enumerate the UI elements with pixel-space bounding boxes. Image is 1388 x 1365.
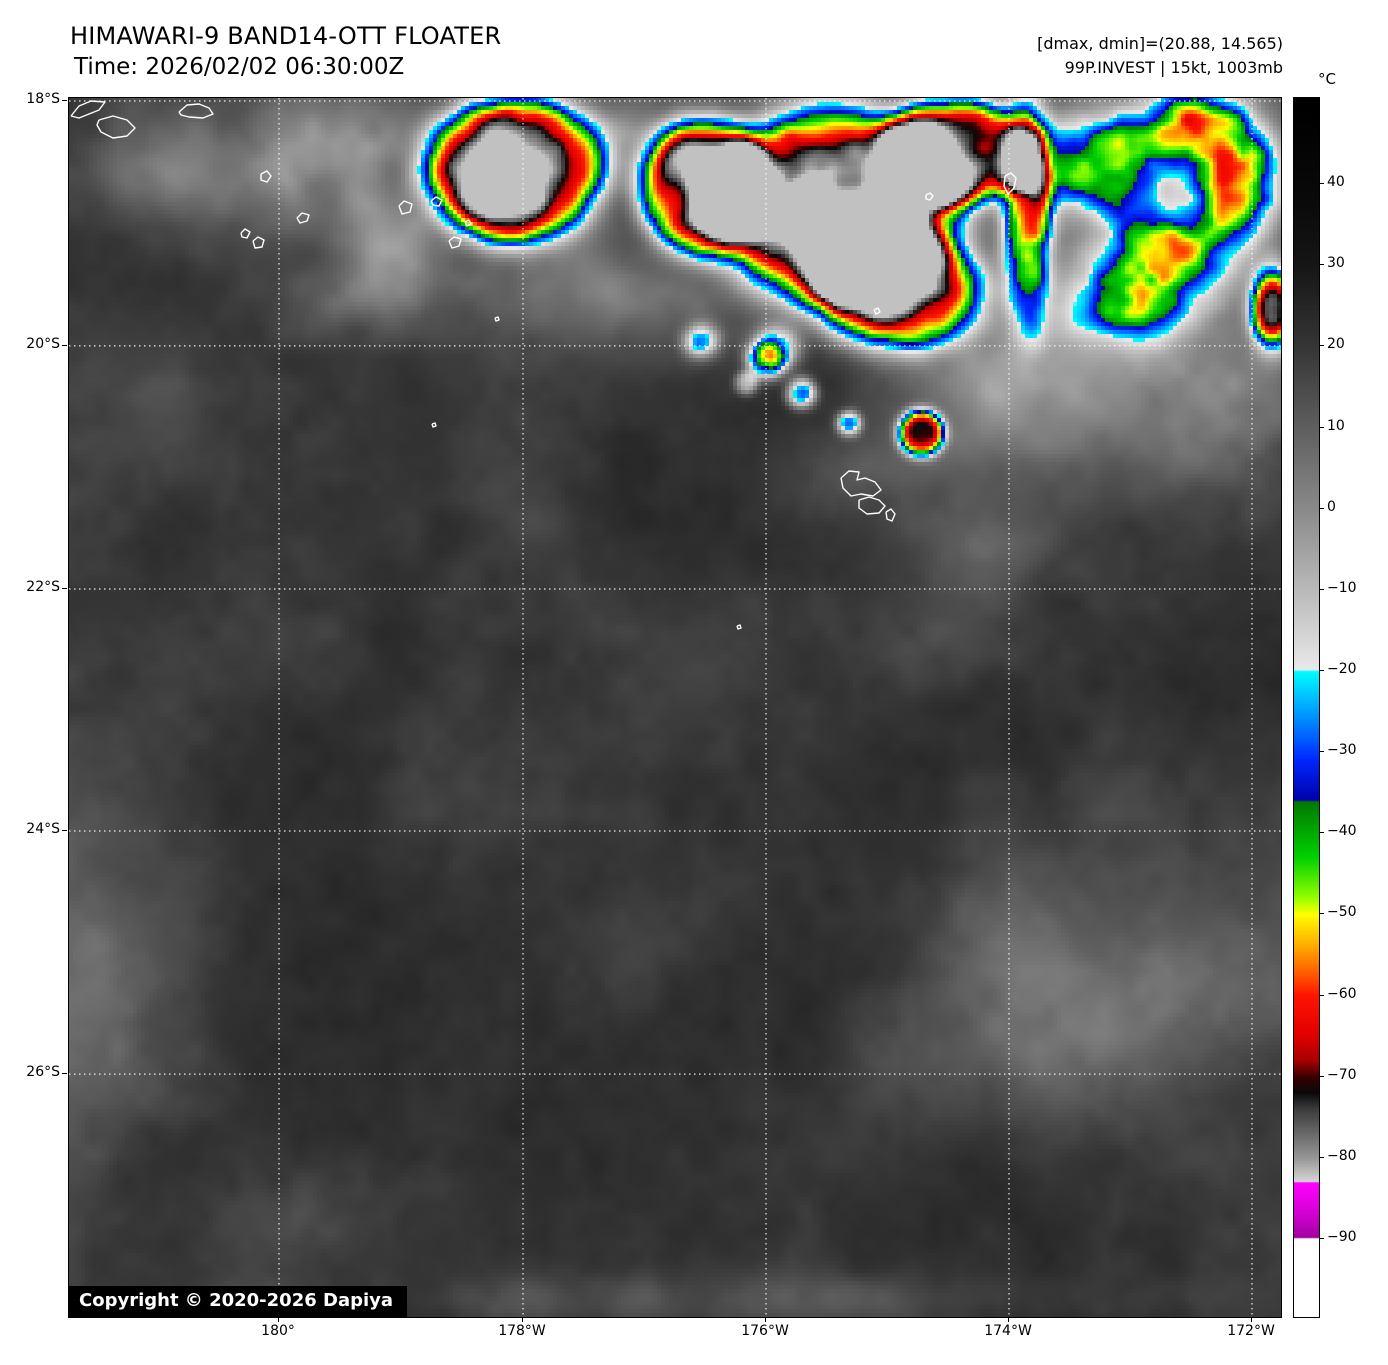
- colorbar-tick-label: −10: [1327, 579, 1357, 596]
- lat-tick-mark: [62, 829, 67, 831]
- colorbar-unit-label: °C: [1318, 70, 1336, 88]
- product-title: HIMAWARI-9 BAND14-OTT FLOATER: [70, 22, 502, 50]
- coastline: [430, 196, 443, 207]
- coastline: [70, 100, 106, 119]
- coastline: [252, 236, 265, 249]
- lon-label: 174°W: [984, 1323, 1032, 1339]
- lat-label: 26°S: [26, 1064, 60, 1081]
- colorbar-tick-mark: [1319, 669, 1324, 671]
- lon-tick-mark: [765, 1317, 767, 1322]
- coastline: [448, 236, 462, 249]
- lat-tick-mark: [62, 344, 67, 346]
- colorbar-tick-mark: [1319, 1075, 1324, 1077]
- satellite-imagery: [69, 98, 1281, 1317]
- colorbar-tick-label: 0: [1327, 498, 1336, 515]
- colorbar-tick-label: −50: [1327, 904, 1357, 921]
- colorbar-tick-label: −30: [1327, 742, 1357, 759]
- colorbar-tick-label: −80: [1327, 1147, 1357, 1164]
- lon-tick-mark: [1251, 1317, 1253, 1322]
- coastline: [840, 470, 882, 497]
- lat-label: 18°S: [26, 91, 60, 108]
- lon-label: 180°: [261, 1323, 295, 1339]
- lon-tick-mark: [278, 1317, 280, 1322]
- colorbar: [1293, 97, 1320, 1318]
- colorbar-tick-mark: [1319, 832, 1324, 834]
- coastline: [494, 316, 500, 322]
- coastline: [873, 307, 881, 315]
- colorbar-tick-mark: [1319, 264, 1324, 266]
- colorbar-tick-mark: [1319, 913, 1324, 915]
- coastline: [885, 508, 896, 522]
- lat-tick-mark: [62, 1073, 67, 1075]
- colorbar-tick-label: −20: [1327, 660, 1357, 677]
- coastline: [431, 422, 437, 428]
- colorbar-tick-mark: [1319, 507, 1324, 509]
- colorbar-tick-label: −90: [1327, 1229, 1357, 1246]
- coastline: [464, 219, 472, 227]
- satellite-map-frame: Copyright © 2020-2026 Dapiya: [68, 97, 1282, 1318]
- coastline: [736, 624, 742, 630]
- colorbar-tick-label: −60: [1327, 985, 1357, 1002]
- colorbar-tick-mark: [1319, 588, 1324, 590]
- colorbar-tick-mark: [1319, 345, 1324, 347]
- colorbar-tick-mark: [1319, 183, 1324, 185]
- storm-info-readout: 99P.INVEST | 15kt, 1003mb: [1064, 58, 1283, 77]
- coastline: [96, 115, 136, 139]
- colorbar-tick-mark: [1319, 994, 1324, 996]
- coastline: [260, 170, 272, 183]
- coastline: [925, 192, 934, 201]
- coastline: [1003, 172, 1017, 195]
- colorbar-tick-label: 40: [1327, 174, 1345, 191]
- colorbar-tick-mark: [1319, 1156, 1324, 1158]
- coastline: [398, 200, 413, 215]
- lon-label: 176°W: [741, 1323, 789, 1339]
- coastline: [858, 496, 886, 515]
- colorbar-gradient: [1294, 98, 1319, 1317]
- lat-label: 20°S: [26, 335, 60, 352]
- lon-label: 178°W: [498, 1323, 546, 1339]
- lat-tick-mark: [62, 100, 67, 102]
- colorbar-tick-mark: [1319, 1238, 1324, 1240]
- lon-label: 172°W: [1227, 1323, 1275, 1339]
- coastline: [178, 103, 214, 119]
- lat-label: 24°S: [26, 820, 60, 837]
- lon-tick-mark: [522, 1317, 523, 1322]
- coastline: [240, 228, 251, 239]
- lat-tick-mark: [62, 588, 67, 589]
- coastline: [296, 212, 310, 224]
- header-right-block: [dmax, dmin]=(20.88, 14.565) 99P.INVEST …: [1037, 32, 1283, 80]
- grid-coastline-overlay: [69, 98, 1281, 1317]
- colorbar-tick-label: 20: [1327, 336, 1345, 353]
- lat-label: 22°S: [26, 579, 60, 595]
- colorbar-tick-label: −40: [1327, 823, 1357, 840]
- colorbar-tick-mark: [1319, 751, 1324, 753]
- copyright-label: Copyright © 2020-2026 Dapiya: [69, 1286, 408, 1317]
- product-timestamp: Time: 2026/02/02 06:30:00Z: [74, 54, 405, 80]
- colorbar-tick-label: 10: [1327, 417, 1345, 434]
- dmax-dmin-readout: [dmax, dmin]=(20.88, 14.565): [1037, 34, 1283, 53]
- colorbar-tick-label: 30: [1327, 255, 1345, 272]
- colorbar-tick-label: −70: [1327, 1066, 1357, 1083]
- lon-tick-mark: [1008, 1317, 1010, 1322]
- colorbar-tick-mark: [1319, 426, 1324, 428]
